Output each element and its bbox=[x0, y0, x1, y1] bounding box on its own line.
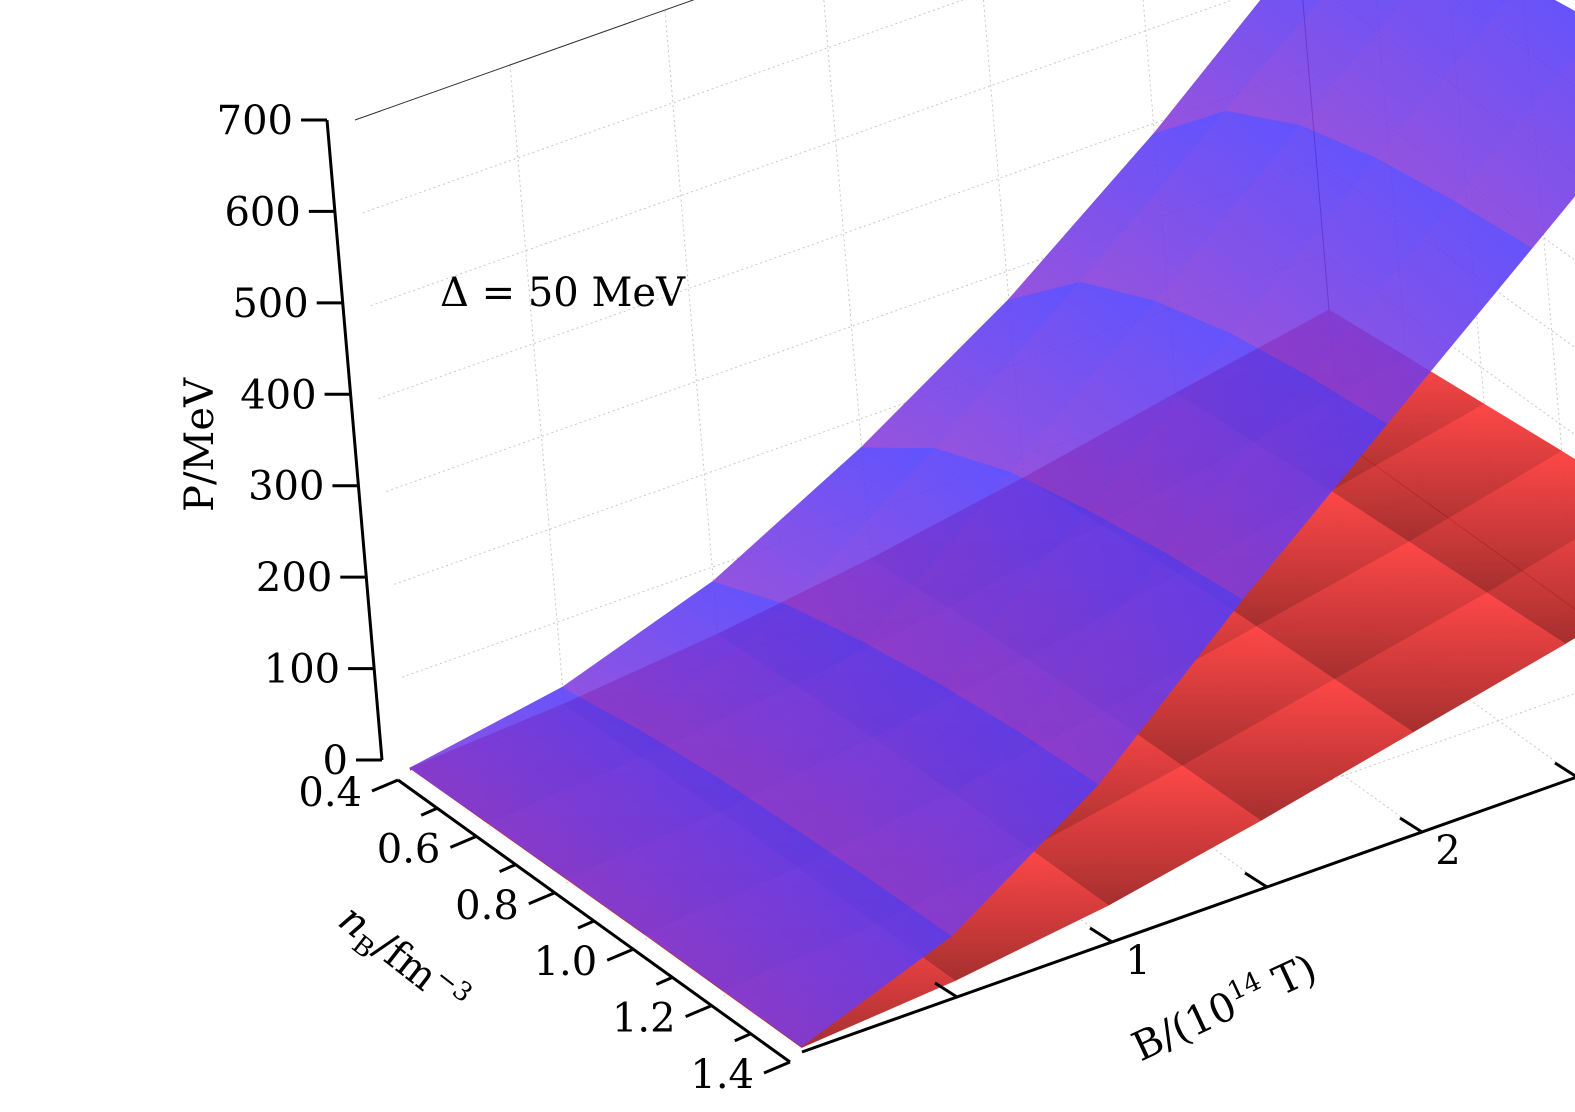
nb-minor-tick bbox=[655, 976, 674, 986]
delta-annotation: Δ = 50 MeV bbox=[440, 270, 686, 316]
b-tick-label: 2 bbox=[1435, 828, 1460, 874]
nb-minor-tick bbox=[734, 1032, 752, 1043]
nb-tick-label: 1.0 bbox=[534, 939, 598, 985]
grid-line bbox=[354, 0, 695, 121]
surface-cell bbox=[1487, 539, 1575, 644]
nb-tick-label: 0.8 bbox=[455, 883, 519, 929]
z-tick-label: 300 bbox=[248, 464, 324, 510]
z-tick-label: 700 bbox=[217, 98, 293, 144]
nb-tick bbox=[371, 778, 399, 793]
surface-cell bbox=[1409, 450, 1575, 593]
b-tick bbox=[1399, 816, 1423, 834]
nb-tick bbox=[685, 1004, 713, 1018]
surfaces bbox=[408, 0, 1575, 1048]
surface-cell bbox=[1300, 0, 1509, 159]
surface-cell bbox=[1153, 0, 1321, 134]
grid-line bbox=[509, 64, 566, 716]
b-minor-tick bbox=[934, 981, 958, 999]
nb-tick-label: 0.4 bbox=[298, 770, 362, 816]
z-tick-label: 0 bbox=[323, 738, 348, 784]
nb-tick bbox=[606, 947, 634, 962]
nb-tick bbox=[763, 1060, 791, 1075]
surface-cell bbox=[1376, 0, 1575, 202]
b-minor-tick bbox=[1554, 761, 1575, 778]
z-tick-label: 600 bbox=[224, 189, 300, 235]
z-tick-label: 500 bbox=[232, 281, 308, 327]
grid-line bbox=[664, 9, 721, 661]
nb-tick-label: 1.2 bbox=[612, 996, 676, 1042]
nb-minor-tick bbox=[577, 919, 595, 930]
surface-cell bbox=[1453, 53, 1575, 249]
surface-cell bbox=[1225, 0, 1405, 126]
surface-series-1 bbox=[409, 0, 1575, 1047]
z-tick-label: 100 bbox=[264, 647, 340, 693]
grid-line bbox=[982, 0, 1031, 551]
b-tick-label: 1 bbox=[1125, 938, 1150, 984]
z-axis-line bbox=[325, 119, 384, 761]
nb-tick bbox=[528, 891, 556, 906]
b-tick bbox=[1089, 926, 1113, 944]
grid-line bbox=[823, 0, 876, 606]
b-axis-title: B/(1014 T) bbox=[1124, 943, 1324, 1071]
b-minor-tick bbox=[1244, 871, 1268, 889]
grid-line bbox=[1523, 0, 1575, 610]
nb-tick-label: 1.4 bbox=[690, 1052, 754, 1098]
frame-edge bbox=[354, 0, 695, 121]
axes: 0 100 200 300 400 500 600 700 0.4 0.6 0.8 1.0 1.2 1.4… bbox=[217, 98, 1575, 1098]
nb-tick bbox=[449, 835, 477, 849]
nb-minor-tick bbox=[498, 863, 517, 873]
z-tick-label: 200 bbox=[256, 555, 332, 601]
z-tick-label: 400 bbox=[240, 372, 316, 418]
nb-minor-tick bbox=[420, 806, 438, 817]
nb-tick-label: 0.6 bbox=[377, 826, 441, 872]
z-axis-title: P/MeV bbox=[177, 377, 223, 512]
